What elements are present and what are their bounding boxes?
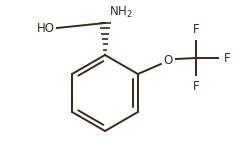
Text: HO: HO — [37, 22, 55, 35]
Text: F: F — [193, 80, 199, 93]
Text: F: F — [224, 51, 231, 64]
Text: NH$_2$: NH$_2$ — [109, 5, 133, 20]
Text: F: F — [193, 23, 199, 36]
Text: O: O — [163, 53, 173, 66]
